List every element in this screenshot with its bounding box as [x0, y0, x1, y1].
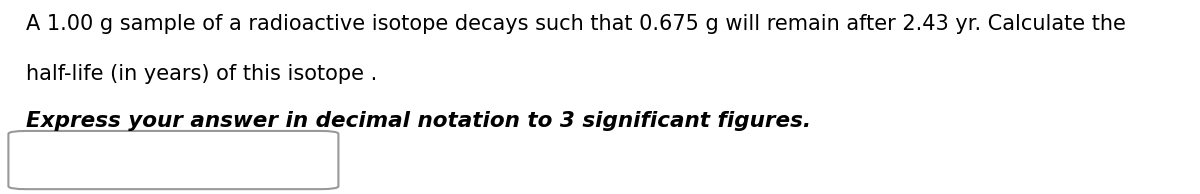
Text: Express your answer in decimal notation to 3 significant figures.: Express your answer in decimal notation … [26, 111, 811, 131]
Text: A 1.00 g sample of a radioactive isotope decays such that 0.675 g will remain af: A 1.00 g sample of a radioactive isotope… [26, 14, 1127, 34]
FancyBboxPatch shape [8, 131, 338, 189]
Text: half-life (in years) of this isotope .: half-life (in years) of this isotope . [26, 64, 378, 84]
